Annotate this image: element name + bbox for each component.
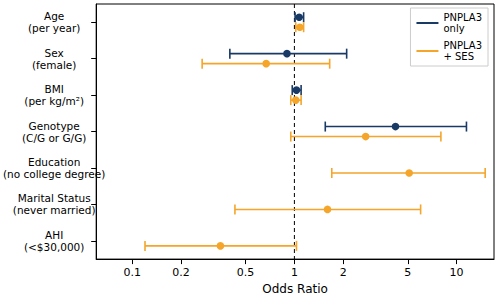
svg-text:Age: Age <box>44 10 64 22</box>
svg-text:Sex: Sex <box>45 47 64 59</box>
svg-text:(per kg/m²): (per kg/m²) <box>24 95 84 107</box>
svg-text:1: 1 <box>291 266 298 279</box>
svg-text:AHI: AHI <box>45 229 63 241</box>
svg-text:+ SES: + SES <box>443 51 474 62</box>
svg-text:(per year): (per year) <box>28 22 80 34</box>
svg-text:0.2: 0.2 <box>172 266 190 279</box>
svg-text:(never married): (never married) <box>13 204 96 216</box>
svg-text:Education: Education <box>28 156 80 168</box>
svg-text:2: 2 <box>340 266 347 279</box>
svg-text:BMI: BMI <box>45 83 64 95</box>
svg-text:PNPLA3: PNPLA3 <box>443 40 482 51</box>
svg-text:Odds Ratio: Odds Ratio <box>262 282 328 296</box>
svg-text:(no college degree): (no college degree) <box>3 168 105 180</box>
svg-text:PNPLA3: PNPLA3 <box>443 12 482 23</box>
svg-text:(C/G or G/G): (C/G or G/G) <box>22 132 86 144</box>
svg-text:0.1: 0.1 <box>123 266 141 279</box>
svg-text:only: only <box>443 23 464 34</box>
svg-text:0.5: 0.5 <box>237 266 255 279</box>
svg-text:(female): (female) <box>32 59 76 71</box>
svg-text:(<$30,000): (<$30,000) <box>24 241 84 253</box>
svg-text:Marital Status: Marital Status <box>18 192 91 204</box>
svg-text:10: 10 <box>450 266 464 279</box>
svg-text:Genotype: Genotype <box>29 120 80 132</box>
svg-text:5: 5 <box>404 266 411 279</box>
